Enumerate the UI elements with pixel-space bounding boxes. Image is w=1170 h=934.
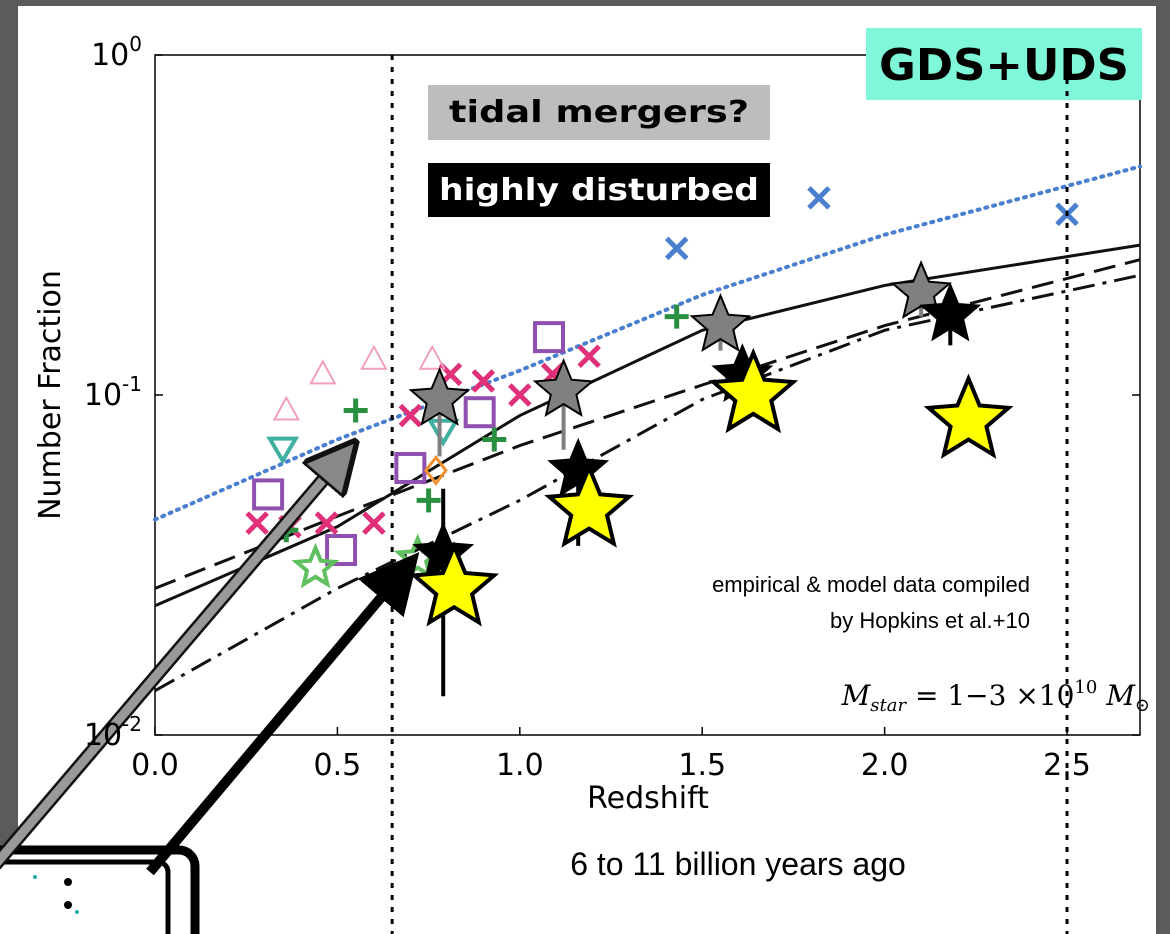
y-tick-base: 10 (91, 38, 129, 73)
note: by Hopkins et al.+10 (830, 608, 1030, 633)
age-label: 6 to 11 billion years ago (570, 846, 906, 882)
note: empirical & model data compiled (712, 572, 1030, 597)
mass-part: star (870, 695, 907, 716)
y-tick-exp: -2 (122, 712, 142, 736)
y-tick-exp: 0 (129, 32, 142, 56)
x-axis-title: Redshift (587, 781, 709, 816)
mass-part: 10 (1074, 677, 1097, 698)
x-tick-label: 1.0 (496, 748, 544, 783)
y-tick-base: 10 (84, 718, 122, 753)
mass-part: ⊙ (1135, 695, 1150, 716)
inset-dot (33, 875, 37, 879)
tidal-label: tidal mergers? (449, 95, 749, 130)
mass-part: = 1−3 ×10 (906, 679, 1074, 712)
y-tick-exp: -1 (122, 372, 142, 396)
mass-part: M (841, 679, 872, 712)
x-tick-label: 0.5 (314, 748, 362, 783)
y-axis-title: Number Fraction (33, 270, 68, 520)
inset-dot (64, 878, 72, 886)
x-tick-label: 0.0 (131, 748, 179, 783)
disturbed-label: highly disturbed (439, 173, 759, 208)
field-label: GDS+UDS (879, 40, 1129, 91)
mass-part: M (1097, 679, 1136, 712)
x-tick-label: 1.5 (678, 748, 726, 783)
y-tick-base: 10 (84, 378, 122, 413)
slide: tidal mergers? highly disturbed GDS+UDS … (0, 0, 1170, 934)
inset-dot (64, 901, 72, 909)
inset-inner (0, 862, 168, 934)
inset-dot (75, 910, 79, 914)
x-tick-label: 2.0 (861, 748, 909, 783)
